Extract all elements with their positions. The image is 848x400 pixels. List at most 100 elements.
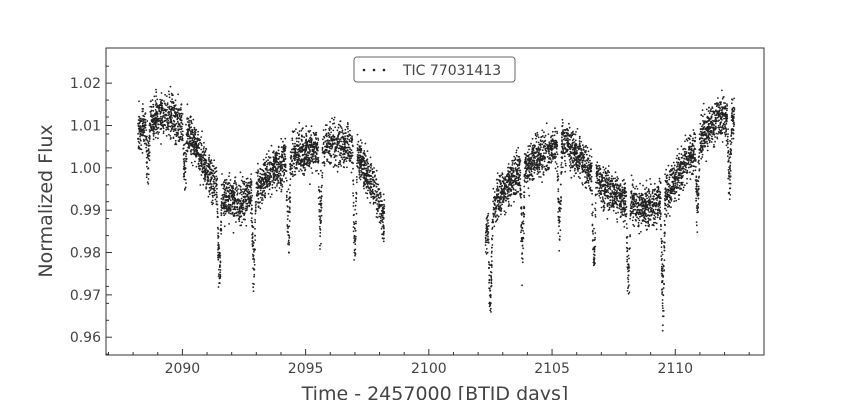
data-point bbox=[157, 137, 159, 140]
data-point bbox=[681, 157, 683, 159]
data-point bbox=[638, 198, 641, 201]
data-point bbox=[166, 123, 169, 125]
data-point bbox=[569, 138, 571, 141]
data-point bbox=[543, 131, 545, 134]
data-point bbox=[630, 200, 633, 203]
data-point bbox=[343, 143, 346, 146]
data-point bbox=[366, 150, 369, 153]
data-point bbox=[524, 180, 526, 183]
data-point bbox=[559, 229, 562, 232]
data-point bbox=[492, 212, 495, 215]
data-point bbox=[507, 184, 510, 186]
data-point bbox=[573, 175, 576, 177]
data-point bbox=[505, 197, 508, 200]
data-point bbox=[283, 173, 286, 176]
data-point bbox=[728, 166, 731, 169]
data-point bbox=[250, 217, 253, 220]
data-point bbox=[714, 114, 717, 117]
data-point bbox=[514, 158, 517, 161]
data-point bbox=[586, 179, 589, 182]
data-point bbox=[511, 184, 514, 187]
data-point bbox=[163, 100, 165, 102]
data-point bbox=[581, 182, 584, 184]
data-point bbox=[209, 162, 212, 165]
data-point bbox=[171, 117, 173, 119]
data-point bbox=[283, 144, 285, 147]
data-point bbox=[585, 153, 588, 156]
data-point bbox=[174, 99, 177, 102]
data-point bbox=[682, 160, 685, 163]
data-point bbox=[556, 179, 559, 182]
data-point bbox=[293, 174, 296, 177]
data-point bbox=[535, 137, 537, 140]
data-point bbox=[355, 176, 358, 178]
data-point bbox=[365, 192, 367, 194]
data-point bbox=[205, 147, 207, 150]
data-point bbox=[497, 193, 499, 196]
data-point bbox=[728, 153, 731, 156]
data-point bbox=[541, 143, 544, 146]
data-point bbox=[182, 134, 184, 137]
data-point bbox=[242, 206, 245, 209]
data-point bbox=[199, 139, 202, 141]
data-point bbox=[336, 129, 339, 132]
data-point bbox=[188, 123, 191, 126]
data-point bbox=[617, 177, 619, 180]
data-point bbox=[639, 215, 641, 218]
data-point bbox=[500, 174, 502, 177]
data-point bbox=[496, 182, 499, 185]
data-point bbox=[266, 163, 269, 166]
data-point bbox=[261, 197, 264, 200]
data-point bbox=[305, 138, 308, 141]
data-point bbox=[535, 141, 538, 143]
data-point bbox=[683, 184, 686, 187]
data-point bbox=[169, 125, 172, 128]
data-point bbox=[369, 189, 372, 192]
data-point bbox=[372, 176, 374, 179]
data-point bbox=[515, 149, 518, 152]
data-point bbox=[490, 252, 493, 254]
data-point bbox=[354, 204, 357, 207]
data-point bbox=[620, 190, 623, 193]
data-point bbox=[677, 156, 680, 159]
data-point bbox=[678, 152, 681, 155]
data-point bbox=[300, 129, 303, 132]
data-point bbox=[522, 230, 524, 232]
data-point bbox=[729, 161, 732, 164]
data-point bbox=[291, 170, 294, 173]
data-point bbox=[216, 208, 219, 210]
data-point bbox=[664, 193, 667, 195]
data-point bbox=[223, 183, 225, 186]
data-point bbox=[564, 164, 567, 167]
data-point bbox=[311, 155, 314, 158]
data-point bbox=[622, 202, 625, 204]
data-point bbox=[273, 179, 275, 182]
data-point bbox=[254, 234, 256, 237]
data-point bbox=[287, 243, 289, 245]
data-point bbox=[208, 156, 210, 159]
data-point bbox=[245, 198, 247, 201]
data-point bbox=[284, 145, 287, 148]
data-point bbox=[519, 178, 522, 180]
data-point bbox=[268, 163, 271, 166]
data-point bbox=[167, 133, 170, 136]
data-point bbox=[151, 106, 153, 108]
data-point bbox=[328, 139, 331, 142]
data-point bbox=[177, 93, 180, 96]
data-point bbox=[575, 153, 577, 156]
data-point bbox=[228, 210, 230, 212]
data-point bbox=[307, 162, 310, 165]
data-point bbox=[598, 189, 601, 192]
data-point bbox=[223, 186, 226, 188]
data-point bbox=[312, 160, 314, 163]
data-point bbox=[707, 132, 709, 134]
data-point bbox=[635, 219, 637, 222]
data-point bbox=[199, 164, 201, 167]
data-point bbox=[247, 188, 250, 191]
data-point bbox=[591, 192, 593, 195]
data-point bbox=[721, 89, 723, 92]
data-point bbox=[187, 137, 189, 140]
data-point bbox=[313, 147, 316, 150]
data-point bbox=[293, 130, 296, 133]
